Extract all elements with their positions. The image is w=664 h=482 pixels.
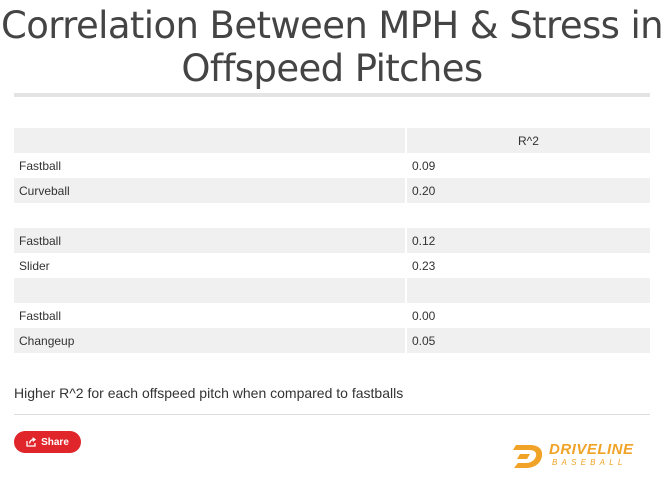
- row-label: [14, 203, 407, 228]
- row-value: [407, 278, 650, 303]
- row-value: 0.20: [407, 178, 650, 203]
- row-value: 0.12: [407, 228, 650, 253]
- table-row: Fastball 0.00: [14, 303, 650, 328]
- driveline-logo: DRIVELINE BASEBALL: [512, 440, 636, 472]
- share-icon: [26, 437, 37, 447]
- share-label: Share: [41, 436, 69, 448]
- table-caption: Higher R^2 for each offspeed pitch when …: [14, 385, 404, 401]
- data-table: R^2 Fastball 0.09 Curveball 0.20 Fastbal…: [14, 128, 650, 353]
- logo-subtext: BASEBALL: [552, 458, 627, 467]
- title-divider: [14, 93, 650, 97]
- row-value: 0.00: [407, 303, 650, 328]
- row-value: 0.09: [407, 153, 650, 178]
- table-row: Fastball 0.09: [14, 153, 650, 178]
- row-label: Changeup: [14, 328, 407, 353]
- row-label: Fastball: [14, 303, 407, 328]
- table-row: Curveball 0.20: [14, 178, 650, 203]
- table-row: Slider 0.23: [14, 253, 650, 278]
- table-row: Fastball 0.12: [14, 228, 650, 253]
- logo-wordmark: DRIVELINE: [549, 441, 634, 458]
- row-label: [14, 278, 407, 303]
- row-label: Slider: [14, 253, 407, 278]
- page-title: Correlation Between MPH & Stress in Offs…: [0, 4, 664, 90]
- row-value: 0.05: [407, 328, 650, 353]
- header-cell-label: [14, 128, 407, 153]
- share-button[interactable]: Share: [14, 431, 81, 453]
- row-label: Fastball: [14, 228, 407, 253]
- caption-divider: [14, 414, 650, 415]
- header-cell-r2: R^2: [407, 128, 650, 153]
- row-label: Fastball: [14, 153, 407, 178]
- table-row: [14, 278, 650, 303]
- row-value: 0.23: [407, 253, 650, 278]
- table-header-row: R^2: [14, 128, 650, 153]
- row-label: Curveball: [14, 178, 407, 203]
- row-value: [407, 203, 650, 228]
- table-row: [14, 203, 650, 228]
- table-row: Changeup 0.05: [14, 328, 650, 353]
- driveline-mark-icon: [512, 442, 546, 475]
